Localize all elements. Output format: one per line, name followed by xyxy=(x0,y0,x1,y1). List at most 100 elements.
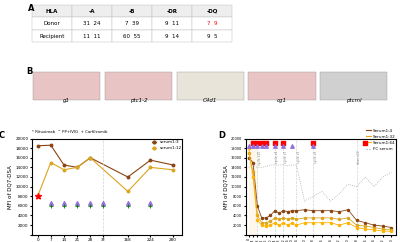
serum1:12 xyxy=(88,156,93,159)
Serum1:64 xyxy=(251,175,256,178)
PP+IVIG xyxy=(100,201,107,205)
Serum1:4 xyxy=(328,209,333,212)
PP+IVIG xyxy=(147,201,154,205)
Serum1:32 xyxy=(285,218,290,221)
serum1:12 xyxy=(48,161,53,164)
serum1:3 xyxy=(171,164,176,166)
Point xyxy=(246,144,252,148)
Serum1:32 xyxy=(259,221,264,224)
Point xyxy=(250,144,256,148)
Serum1:64 xyxy=(389,230,394,233)
Text: C: C xyxy=(0,131,5,140)
FC serum xyxy=(272,164,277,166)
Text: cycle x7: cycle x7 xyxy=(284,151,288,163)
Y-axis label: MFI of DQ7-DSA: MFI of DQ7-DSA xyxy=(223,165,228,209)
FC serum xyxy=(255,166,260,169)
Serum1:64 xyxy=(346,221,350,224)
Point xyxy=(272,141,278,145)
Text: cycle x10: cycle x10 xyxy=(258,151,262,165)
serum1:3 xyxy=(148,159,153,162)
FC serum xyxy=(251,164,256,166)
Serum1:4 xyxy=(354,219,359,222)
Serum1:4 xyxy=(311,209,316,212)
FC serum xyxy=(268,164,273,166)
Serum1:4 xyxy=(259,216,264,219)
serum1:3 xyxy=(35,144,40,147)
Serum1:4 xyxy=(337,210,342,213)
Serum1:64 xyxy=(272,221,277,224)
FC serum xyxy=(389,171,394,174)
Text: ptcml: ptcml xyxy=(346,98,361,103)
Point xyxy=(280,144,287,148)
Serum1:32 xyxy=(246,151,251,154)
Serum1:4 xyxy=(277,212,282,215)
Point xyxy=(289,144,295,148)
Serum1:64 xyxy=(290,221,294,224)
Carfilzomib xyxy=(125,204,131,208)
PP+IVIG xyxy=(61,201,67,205)
Serum1:64 xyxy=(354,226,359,229)
Serum1:64 xyxy=(246,147,251,150)
FC serum xyxy=(328,200,333,203)
Point xyxy=(258,141,265,145)
Serum1:4 xyxy=(346,208,350,211)
FC serum xyxy=(277,164,282,166)
Text: B: B xyxy=(26,67,33,76)
Serum1:4 xyxy=(294,209,299,212)
FC serum xyxy=(285,165,290,167)
FC serum xyxy=(363,175,368,178)
Serum1:4 xyxy=(363,221,368,224)
Serum1:64 xyxy=(294,224,299,227)
Serum1:32 xyxy=(389,228,394,231)
FC serum xyxy=(311,195,316,198)
Serum1:64 xyxy=(277,224,282,227)
FC serum xyxy=(246,166,251,169)
Serum1:4 xyxy=(251,161,256,164)
Serum1:32 xyxy=(354,224,359,227)
serum1:12 xyxy=(75,166,80,169)
Serum1:64 xyxy=(372,228,376,231)
PP+IVIG xyxy=(125,201,131,205)
PP+IVIG xyxy=(48,201,54,205)
Serum1:32 xyxy=(380,227,385,230)
Serum1:32 xyxy=(302,216,307,219)
Serum1:64 xyxy=(328,221,333,224)
Serum1:32 xyxy=(320,216,324,219)
serum1:12 xyxy=(62,168,66,171)
Serum1:32 xyxy=(281,216,286,219)
FC serum xyxy=(320,190,324,193)
Serum1:32 xyxy=(363,225,368,227)
Carfilzomib xyxy=(48,204,54,208)
Bar xyxy=(248,72,316,99)
Carfilzomib xyxy=(87,204,94,208)
Carfilzomib xyxy=(61,204,67,208)
FC serum xyxy=(290,164,294,166)
Serum1:64 xyxy=(337,224,342,227)
Serum1:32 xyxy=(328,216,333,219)
Text: cycle x4: cycle x4 xyxy=(275,151,279,163)
Serum1:4 xyxy=(320,209,324,212)
PP+IVIG xyxy=(74,201,80,205)
serum1:12 xyxy=(148,166,153,169)
FC serum xyxy=(264,165,268,168)
Text: C4d1: C4d1 xyxy=(203,98,217,103)
Line: Serum1:4: Serum1:4 xyxy=(248,157,392,228)
Serum1:4 xyxy=(272,209,277,212)
Point xyxy=(310,141,316,145)
Serum1:4 xyxy=(380,225,385,227)
Text: cycle x2: cycle x2 xyxy=(297,151,301,163)
FC serum xyxy=(302,200,307,203)
Text: * Rituximab  ^ PP+IVIG  + Carfilzomib: * Rituximab ^ PP+IVIG + Carfilzomib xyxy=(32,130,108,134)
Bar xyxy=(105,72,172,99)
Serum1:32 xyxy=(372,226,376,229)
FC serum xyxy=(372,185,376,188)
Serum1:32 xyxy=(311,216,316,219)
Serum1:64 xyxy=(320,221,324,224)
Serum1:64 xyxy=(285,224,290,227)
Point xyxy=(362,141,368,145)
Point xyxy=(250,141,256,145)
serum1:12 xyxy=(35,195,40,198)
Serum1:4 xyxy=(281,209,286,212)
PP+IVIG xyxy=(87,201,94,205)
Serum1:64 xyxy=(268,224,273,227)
